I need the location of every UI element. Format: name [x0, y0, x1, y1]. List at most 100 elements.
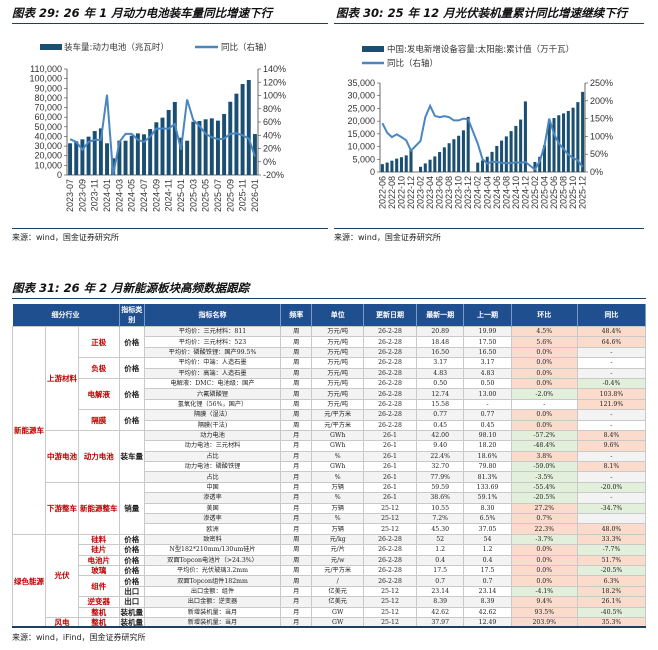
latest-value-cell: 0.4 — [416, 554, 465, 567]
indicator-name-cell: 中国 — [144, 481, 281, 494]
latest-value-cell: 42.00 — [416, 429, 465, 442]
left-tick-label: 35,000 — [347, 78, 375, 88]
figure-31-source: 来源：wind，iFind，国金证券研究所 — [12, 633, 146, 642]
segment-cell: 电解液 — [78, 377, 120, 411]
mom-change-cell: 0.0% — [510, 419, 578, 431]
previous-value-cell: 0.77 — [463, 409, 512, 421]
indicator-name-cell: 渗透率 — [144, 513, 281, 525]
bar — [533, 161, 537, 172]
left-tick-label: 20,000 — [34, 151, 62, 161]
x-tick-label: 2025-02 — [530, 176, 540, 209]
latest-value-cell: 3.17 — [416, 357, 465, 369]
bar — [179, 137, 183, 175]
mom-change-cell: -20.5% — [510, 492, 578, 504]
unit-cell: 万元/吨 — [311, 377, 364, 390]
unit-cell: 万元/吨 — [311, 357, 364, 369]
bar — [228, 101, 233, 175]
bar — [547, 121, 551, 172]
unit-cell: 万元/吨 — [311, 367, 364, 379]
left-tick-label: 40,000 — [34, 131, 62, 141]
frequency-cell: 月 — [279, 440, 313, 452]
subsector-cell: 上游材料 — [45, 326, 79, 431]
frequency-cell: 月 — [279, 596, 313, 608]
yoy-change-cell: - — [576, 419, 647, 431]
update-date-cell: 26-1 — [362, 461, 418, 473]
table-row: 风电 整机 装机量 新增装机量：当月月 GW 25-12 37.97 12.49 203.9% 3… — [13, 616, 647, 629]
yoy-change-cell: 18.2% — [576, 585, 647, 598]
right-tick-label: 50% — [590, 149, 608, 159]
left-tick-label: 10,000 — [347, 142, 375, 152]
previous-value-cell: 0.45 — [463, 419, 512, 431]
right-tick-label: 120% — [263, 77, 286, 87]
table-row: 玻璃 价格 平均价：光伏玻璃3.2mm 周元/平方米 26-2-28 17.5 17.5 0.… — [13, 564, 647, 577]
bar — [160, 117, 165, 175]
unit-cell: % — [311, 471, 364, 483]
left-tick-label: 5,000 — [352, 154, 375, 164]
latest-value-cell: 1.2 — [416, 544, 465, 556]
x-tick-label: 2025-01 — [176, 179, 186, 212]
indicator-name-cell: 动力电池：三元材料 — [144, 440, 281, 452]
indicator-type-cell: 价格 — [118, 409, 145, 431]
x-tick-label: 2023-09 — [77, 179, 87, 212]
indicator-name-cell: 美国 — [144, 502, 281, 515]
indicator-name-cell: 双面Topcon组件182mm — [144, 575, 281, 587]
update-date-cell: 26-2-28 — [362, 419, 418, 431]
unit-cell: 元/kg — [311, 533, 364, 546]
indicator-name-cell: 平均价：光伏玻璃3.2mm — [144, 564, 281, 577]
previous-value-cell: 81.3% — [463, 471, 512, 483]
previous-value-cell: 59.1% — [463, 492, 512, 504]
segment-cell: 隔膜 — [78, 409, 120, 431]
bar — [240, 84, 245, 175]
right-tick-label: 250% — [590, 78, 613, 88]
table-row: 硅片 价格 N型182*210mm/130um硅片周元/片 26-2-28 1.2 1.2… — [13, 544, 647, 556]
column-header: 单位 — [311, 304, 364, 327]
unit-cell: % — [311, 492, 364, 504]
right-tick-label: 0% — [263, 157, 276, 167]
right-tick-label: 40% — [263, 130, 281, 140]
legend-line-label: 同比（右轴） — [387, 58, 438, 69]
update-date-cell: 26-2-28 — [362, 346, 418, 359]
legend-bar-swatch — [362, 46, 384, 52]
column-header: 细分行业 — [12, 304, 120, 327]
frequency-cell: 周 — [279, 398, 313, 411]
bar — [399, 157, 403, 172]
unit-cell: % — [311, 513, 364, 525]
left-tick-label: 80,000 — [34, 93, 62, 103]
bar — [74, 141, 79, 175]
x-tick-label: 2024-04 — [482, 176, 492, 209]
left-tick-label: 15,000 — [347, 129, 375, 139]
x-tick-label: 2023-02 — [416, 176, 426, 209]
segment-cell: 整机 — [78, 606, 120, 618]
previous-value-cell: 98.10 — [463, 429, 512, 442]
previous-value-cell: 23.14 — [463, 585, 512, 598]
bar — [523, 101, 527, 172]
yoy-change-cell: 121.9% — [576, 398, 647, 411]
frequency-cell: 月 — [279, 606, 313, 618]
column-header: 指标名称 — [144, 304, 281, 327]
yoy-change-cell: -40.5% — [576, 606, 647, 618]
left-tick-label: 90,000 — [34, 83, 62, 93]
mom-change-cell: 22.3% — [510, 523, 578, 535]
bar — [442, 147, 446, 172]
indicator-name-cell: 隔膜(干法) — [144, 419, 281, 431]
indicator-type-cell: 价格 — [118, 564, 145, 577]
subsector-cell: 下游整车 — [45, 481, 79, 535]
frequency-cell: 周 — [279, 419, 313, 431]
left-tick-label: 30,000 — [34, 141, 62, 151]
x-tick-label: 2025-04 — [539, 176, 549, 209]
bar — [385, 162, 389, 172]
latest-value-cell: 0.7 — [416, 575, 465, 587]
table-header-row: 细分行业 指标类别 指标名称 频率 单位 更新日期 最新一期 上一期 环比 同比 — [12, 304, 647, 327]
x-tick-label: 2023-06 — [435, 176, 445, 209]
previous-value-cell: 0.4 — [463, 554, 512, 567]
yoy-change-cell: 48.4% — [576, 325, 647, 338]
x-tick-label: 2024-03 — [114, 179, 124, 212]
update-date-cell: 26-2-28 — [362, 398, 418, 411]
mom-change-cell: -3.5% — [510, 471, 578, 483]
indicator-type-cell: 价格 — [118, 377, 145, 411]
frequency-cell: 周 — [279, 564, 313, 577]
previous-value-cell: - — [463, 398, 512, 411]
table-row: 新能源车 上游材料 正极 价格 平均价：三元材料：811 周万元/吨 26-2-28 20.8… — [12, 325, 647, 535]
indicator-name-cell: 占比 — [144, 450, 281, 463]
previous-value-cell: 17.50 — [463, 336, 512, 348]
